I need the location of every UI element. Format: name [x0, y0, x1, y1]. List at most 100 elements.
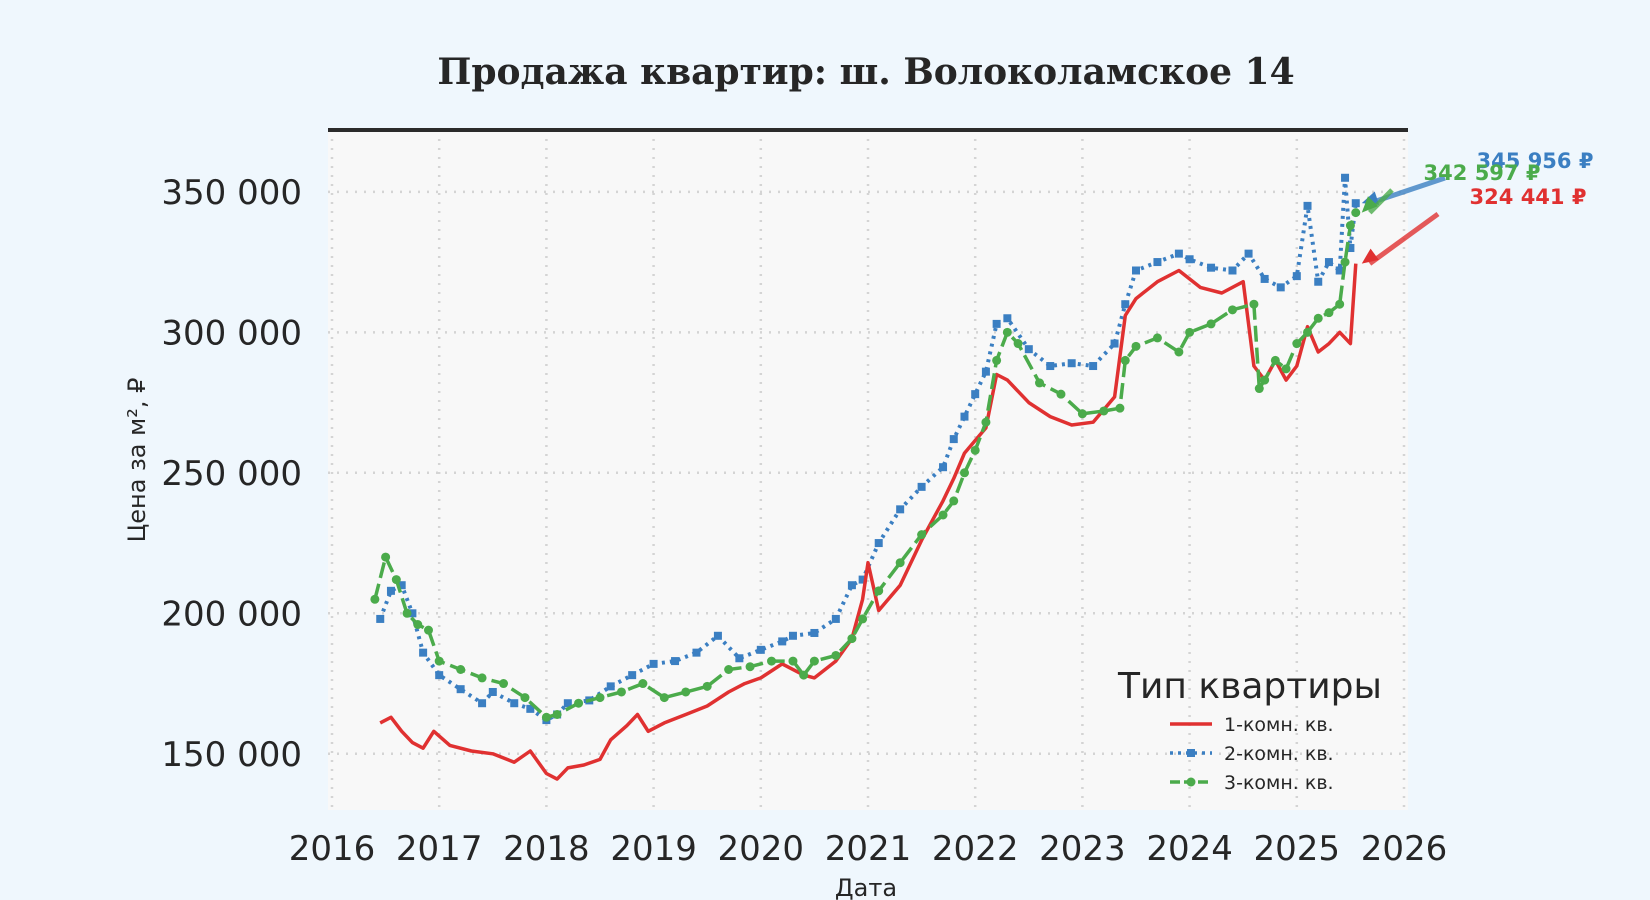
x-axis-ticks: 2016 2017 2018 2019 2020 2021 2022 2023 2024 2025… [289, 829, 1448, 869]
data-point [702, 681, 712, 691]
annotation-1-комн. кв.: 324 441 ₽ [1361, 185, 1587, 266]
data-point [1152, 333, 1162, 343]
data-point [1260, 274, 1269, 283]
data-point [595, 693, 605, 703]
annotation-3-комн. кв.: 342 597 ₽ [1361, 161, 1541, 215]
x-tick-label: 2019 [610, 829, 697, 869]
data-point [831, 650, 841, 660]
annotation-label: 324 441 ₽ [1470, 185, 1587, 209]
y-tick-label: 250 000 [161, 454, 302, 494]
annotation-arrow [1368, 211, 1440, 266]
data-point [778, 637, 787, 646]
data-point [1035, 378, 1045, 388]
data-point [397, 581, 406, 590]
data-point [1046, 362, 1055, 371]
legend-item: 1-комн. кв. [1170, 714, 1334, 736]
data-point [456, 685, 465, 694]
series-line [379, 263, 1358, 781]
data-point [1292, 339, 1302, 349]
annotation-label: 342 597 ₽ [1424, 161, 1541, 185]
data-point [1270, 355, 1280, 365]
data-point [745, 662, 755, 672]
data-point [681, 687, 691, 697]
plot-area [328, 130, 1408, 810]
data-point [692, 648, 701, 657]
data-point [1324, 308, 1334, 318]
data-point [1121, 300, 1130, 309]
data-point [1303, 327, 1313, 337]
legend-item: 2-комн. кв. [1170, 743, 1334, 765]
data-point [895, 558, 905, 568]
data-point [391, 575, 401, 585]
y-tick-label: 300 000 [161, 313, 302, 353]
data-point [1227, 305, 1237, 315]
data-point [616, 687, 626, 697]
data-point [1002, 327, 1012, 337]
data-point [960, 412, 969, 421]
data-point [1345, 221, 1355, 231]
series-line [378, 175, 1358, 723]
legend-label: 1-комн. кв. [1224, 714, 1334, 736]
y-tick-label: 350 000 [161, 173, 302, 213]
data-point [858, 614, 868, 624]
data-point [386, 586, 395, 595]
data-point [1341, 173, 1350, 182]
x-tick-label: 2020 [718, 829, 805, 869]
data-point [402, 608, 412, 618]
data-point [510, 699, 519, 708]
data-point [649, 659, 658, 668]
data-point [408, 609, 417, 618]
data-point [1013, 339, 1023, 349]
x-tick-label: 2021 [825, 829, 912, 869]
data-point [1335, 299, 1345, 309]
data-point [1314, 277, 1323, 286]
legend-items: 1-комн. кв. 2-комн. кв. 3-комн. кв. [1170, 714, 1334, 794]
data-point [671, 657, 680, 666]
data-point [896, 505, 905, 514]
data-point [874, 539, 883, 548]
data-point [949, 496, 959, 506]
chart-title: Продажа квартир: ш. Волоколамское 14 [437, 51, 1294, 93]
data-point [1244, 249, 1253, 258]
data-point [917, 530, 927, 540]
gridlines [328, 130, 1408, 810]
data-point [1115, 403, 1125, 413]
data-point [1228, 266, 1237, 275]
legend-item: 3-комн. кв. [1170, 772, 1334, 794]
data-point [809, 656, 819, 666]
legend-label: 2-комн. кв. [1224, 743, 1334, 765]
data-point [1254, 384, 1264, 394]
annotations: 345 956 ₽342 597 ₽324 441 ₽ [1361, 149, 1594, 266]
data-point [1346, 244, 1355, 253]
data-point [563, 699, 572, 708]
data-point [992, 355, 1002, 365]
data-point [981, 367, 990, 376]
data-point [971, 390, 980, 399]
annotation-label: 345 956 ₽ [1477, 149, 1594, 173]
x-tick-label: 2024 [1146, 829, 1233, 869]
data-point [435, 671, 444, 680]
data-point [1077, 409, 1087, 419]
data-point [831, 614, 840, 623]
data-point [423, 625, 433, 635]
data-point [1132, 266, 1140, 275]
data-point [938, 510, 948, 520]
data-point [434, 656, 444, 666]
data-point [419, 648, 428, 657]
data-point [1206, 319, 1216, 329]
data-point [1131, 341, 1141, 351]
data-point [1024, 345, 1033, 354]
data-point [526, 704, 535, 713]
data-point [724, 665, 734, 675]
data-point [456, 665, 466, 675]
data-point [413, 620, 423, 630]
x-tick-label: 2022 [932, 829, 1019, 869]
data-point [628, 671, 637, 680]
data-point [917, 482, 926, 491]
data-point [1120, 355, 1130, 365]
x-tick-label: 2025 [1254, 829, 1341, 869]
data-point [1185, 327, 1195, 337]
data-point [858, 575, 867, 584]
data-point [767, 656, 777, 666]
data-point [376, 614, 385, 623]
